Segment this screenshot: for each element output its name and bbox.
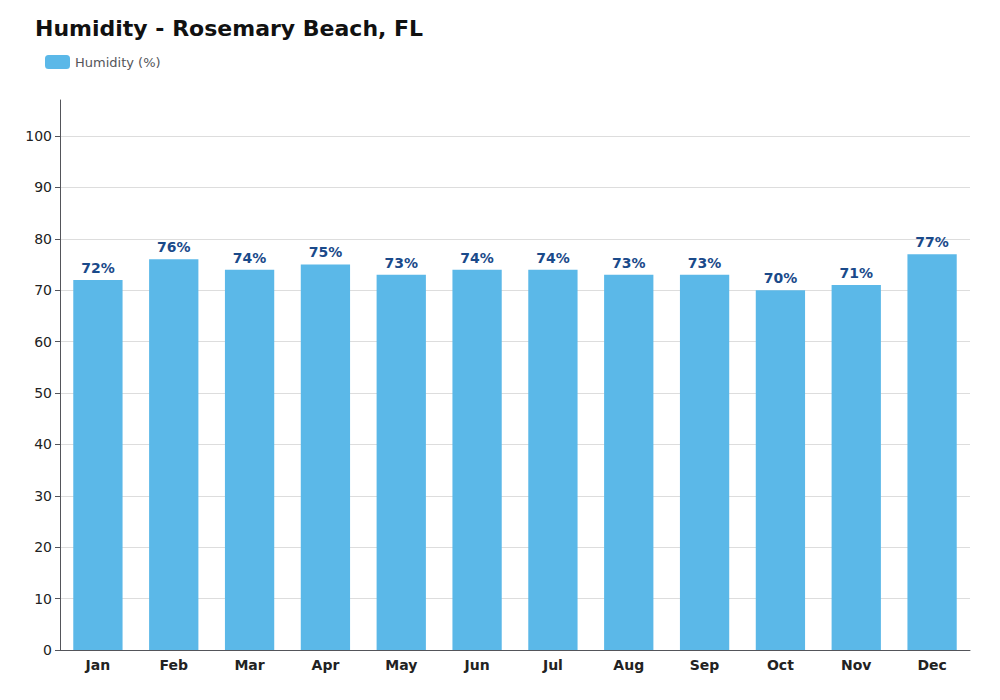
svg-text:Dec: Dec — [917, 657, 946, 673]
svg-text:Feb: Feb — [159, 657, 188, 673]
svg-text:70%: 70% — [764, 270, 798, 286]
svg-text:72%: 72% — [81, 260, 115, 276]
svg-text:Jul: Jul — [542, 657, 563, 673]
svg-text:73%: 73% — [384, 255, 418, 271]
svg-text:60: 60 — [34, 334, 52, 350]
svg-text:May: May — [385, 657, 417, 673]
svg-text:Nov: Nov — [841, 657, 871, 673]
svg-text:Apr: Apr — [312, 657, 340, 673]
svg-text:76%: 76% — [157, 239, 191, 255]
svg-text:50: 50 — [34, 385, 52, 401]
svg-text:Humidity - Rosemary Beach, FL: Humidity - Rosemary Beach, FL — [35, 16, 423, 41]
svg-text:74%: 74% — [233, 250, 267, 266]
svg-text:Jun: Jun — [464, 657, 490, 673]
svg-text:Sep: Sep — [690, 657, 720, 673]
svg-text:80: 80 — [34, 231, 52, 247]
svg-text:74%: 74% — [460, 250, 494, 266]
svg-text:10: 10 — [34, 591, 52, 607]
svg-text:Humidity (%): Humidity (%) — [75, 55, 161, 70]
svg-text:Mar: Mar — [234, 657, 264, 673]
svg-text:30: 30 — [34, 488, 52, 504]
svg-text:73%: 73% — [612, 255, 646, 271]
svg-text:74%: 74% — [536, 250, 570, 266]
svg-text:73%: 73% — [688, 255, 722, 271]
svg-text:71%: 71% — [839, 265, 873, 281]
svg-text:40: 40 — [34, 436, 52, 452]
svg-text:70: 70 — [34, 282, 52, 298]
svg-text:90: 90 — [34, 179, 52, 195]
svg-text:0: 0 — [43, 642, 52, 658]
svg-text:77%: 77% — [915, 234, 949, 250]
svg-text:75%: 75% — [309, 244, 343, 260]
svg-text:Oct: Oct — [767, 657, 794, 673]
svg-text:20: 20 — [34, 539, 52, 555]
svg-text:Jan: Jan — [85, 657, 111, 673]
svg-text:Aug: Aug — [613, 657, 644, 673]
svg-text:100: 100 — [25, 128, 52, 144]
